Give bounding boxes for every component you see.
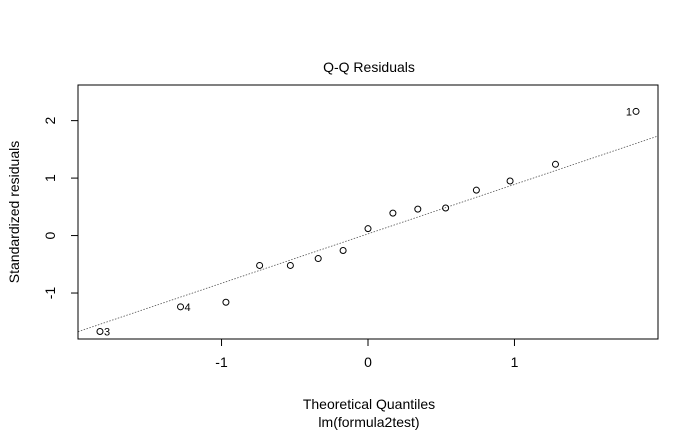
data-point (442, 204, 450, 212)
x-tick-label: -1 (215, 354, 228, 370)
data-point (314, 255, 322, 263)
data-point (472, 186, 480, 194)
x-axis: -1 0 1 (215, 339, 519, 370)
data-point (551, 160, 559, 168)
data-points: 3 4 1 (96, 106, 640, 339)
x-tick-label: 0 (364, 354, 372, 370)
y-tick-label: 1 (42, 174, 58, 182)
data-point (256, 261, 264, 269)
data-point (632, 107, 640, 115)
data-point (414, 205, 422, 213)
data-point (339, 247, 347, 255)
x-tick-label: 1 (511, 354, 519, 370)
y-axis: -1 0 1 2 (42, 117, 78, 300)
data-point (286, 261, 294, 269)
data-point (364, 225, 372, 233)
x-axis-title: Theoretical Quantiles (303, 396, 435, 412)
y-tick-label: 0 (42, 231, 58, 239)
qq-reference-line (77, 135, 659, 333)
point-label: 3 (104, 327, 110, 339)
y-tick-label: -1 (42, 287, 58, 300)
data-point (222, 298, 230, 306)
plot-frame (77, 84, 659, 340)
chart-title: Q-Q Residuals (323, 59, 415, 75)
y-axis-title: Standardized residuals (6, 141, 22, 283)
data-point (177, 303, 185, 311)
data-point (96, 328, 104, 336)
point-label: 1 (626, 106, 632, 118)
model-subtitle: lm(formula2test) (318, 414, 419, 430)
y-tick-label: 2 (42, 117, 58, 125)
reference-line-layer (77, 135, 659, 333)
point-label: 4 (185, 302, 191, 314)
data-point (506, 177, 514, 185)
data-point (389, 209, 397, 217)
